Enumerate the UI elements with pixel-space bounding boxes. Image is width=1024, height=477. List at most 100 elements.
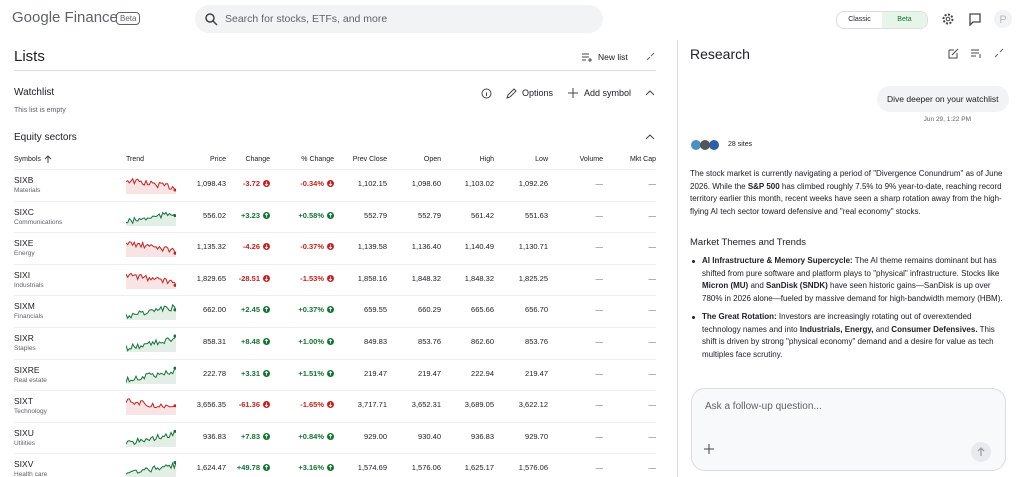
bold-run: AI Infrastructure & Memory Supercycle: (702, 256, 853, 265)
cell: — (595, 431, 604, 441)
cell: — (648, 368, 657, 378)
row-divider (14, 390, 656, 392)
collapse-icon[interactable] (646, 52, 655, 61)
feedback-icon[interactable] (968, 12, 982, 26)
symbol[interactable]: SIXR (14, 333, 34, 343)
sources-count[interactable]: 28 sites (728, 141, 753, 148)
chevron-up[interactable] (645, 133, 655, 141)
symbol[interactable]: SIXU (14, 427, 34, 438)
row-divider (14, 358, 656, 360)
toggle-beta[interactable]: Beta (882, 12, 927, 28)
symbol[interactable]: SIXB (14, 175, 34, 185)
cell: 3,717.71 (357, 400, 387, 410)
expand-icon[interactable] (994, 48, 1004, 58)
symbol-name: Industrials (14, 281, 44, 289)
cell: 1,858.16 (357, 273, 387, 283)
sector-title[interactable]: Equity sectors (14, 132, 77, 143)
send-button[interactable] (971, 442, 991, 462)
view-toggle: Classic Beta (836, 11, 928, 29)
sparkline (126, 334, 176, 352)
symbol-name: Technology (14, 408, 47, 416)
cell: -28.51 (238, 273, 260, 283)
bold-run: S&P 500 (747, 181, 780, 191)
chat-input[interactable]: Ask a follow-up question... (691, 388, 1006, 471)
cell: 551.63 (525, 210, 548, 220)
edit-icon[interactable] (948, 48, 959, 59)
cell: 561.42 (471, 210, 494, 220)
cell: — (595, 400, 604, 410)
symbol[interactable]: SIXC (14, 206, 34, 217)
cell: — (648, 431, 657, 441)
cell: -0.34% (300, 179, 324, 188)
cell: 552.79 (364, 210, 387, 220)
direction-icon (263, 274, 270, 282)
symbol-name: Financials (14, 313, 44, 321)
info-icon[interactable] (481, 88, 492, 99)
cell: +7.83 (241, 431, 260, 441)
attach-icon[interactable] (704, 444, 714, 454)
source-icons (691, 140, 719, 150)
cell: 1,098.60 (411, 179, 441, 188)
sparkline (126, 429, 176, 447)
symbol[interactable]: SIXM (14, 301, 35, 312)
sort-icon[interactable] (44, 155, 52, 163)
new-list-button[interactable]: New list (598, 52, 628, 62)
text-run: This shift is driven by strong "physical… (702, 324, 995, 359)
sparkline (126, 272, 176, 289)
column-header: Price (210, 156, 226, 163)
cell: — (648, 463, 657, 473)
column-header: Change (245, 156, 270, 163)
new-list-icon (582, 53, 592, 62)
bullet-dot (692, 316, 695, 319)
chevron-up[interactable] (645, 89, 655, 97)
edit-icon (506, 88, 517, 99)
cell: — (648, 337, 657, 346)
cell: +0.37% (298, 305, 324, 315)
cell: 929.00 (364, 431, 387, 441)
text-run: The AI theme remains dominant but has sh… (702, 256, 1000, 278)
cell: — (648, 273, 657, 283)
watchlist-title[interactable]: Watchlist (14, 87, 55, 98)
cell: 1,140.49 (464, 242, 494, 252)
symbol-name: Health care (14, 471, 48, 477)
options-button[interactable]: Options (522, 88, 554, 98)
symbol-name: Communications (14, 218, 63, 226)
user-message: Dive deeper on your watchlist (877, 86, 1009, 112)
logo[interactable]: Google Finance (12, 9, 118, 26)
row-divider (14, 232, 656, 234)
cell: — (648, 400, 657, 410)
avatar[interactable]: P (993, 9, 1013, 29)
symbol-name: Real estate (14, 376, 47, 384)
symbol[interactable]: SIXRE (14, 364, 40, 375)
cell: -1.53% (300, 273, 324, 283)
cell: -61.36 (238, 400, 260, 410)
cell: 929.70 (525, 431, 548, 441)
column-header: Mkt Cap (629, 156, 656, 163)
direction-icon (263, 369, 270, 377)
cell: — (595, 463, 604, 473)
direction-icon (263, 306, 270, 314)
cell: 3,689.05 (464, 400, 494, 410)
search-bar[interactable]: Search for stocks, ETFs, and more (195, 5, 603, 33)
row-divider (14, 295, 656, 297)
column-header: Low (535, 156, 548, 163)
cell: 665.66 (471, 305, 494, 315)
toggle-classic[interactable]: Classic (848, 16, 871, 23)
cell: 936.83 (203, 431, 226, 441)
cell: 662.00 (203, 305, 226, 315)
symbol[interactable]: SIXV (14, 459, 34, 470)
settings-icon[interactable] (941, 12, 955, 26)
text-run: and (873, 324, 892, 334)
lists-title[interactable]: Lists (14, 48, 45, 65)
cell: 936.83 (471, 431, 494, 441)
symbol[interactable]: SIXI (14, 269, 31, 280)
add-symbol-button[interactable]: Add symbol (584, 88, 632, 98)
history-icon[interactable] (971, 48, 982, 59)
svg-text:P: P (999, 14, 1006, 26)
direction-icon (327, 338, 334, 345)
symbol[interactable]: SIXE (14, 238, 34, 249)
symbol[interactable]: SIXT (14, 396, 33, 407)
text-run: has climbed roughly 7.5% to 9% year-to-d… (690, 181, 1002, 216)
cell: 849.83 (364, 337, 387, 346)
